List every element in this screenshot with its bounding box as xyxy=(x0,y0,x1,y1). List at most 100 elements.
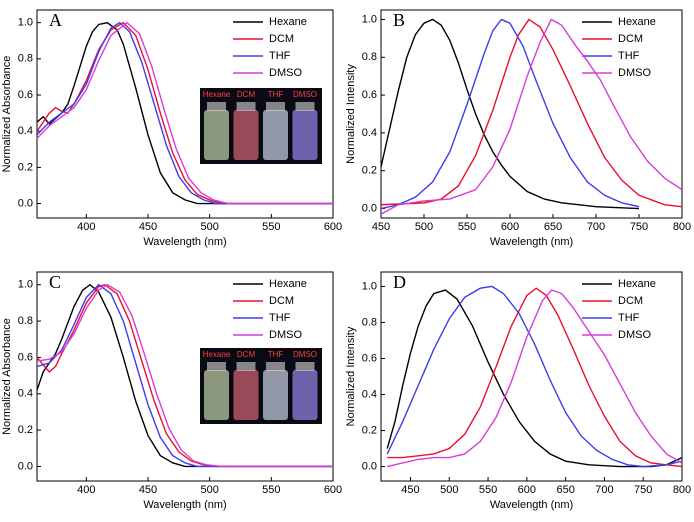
legend-label: DCM xyxy=(269,33,294,45)
x-tick-label: 500 xyxy=(415,221,433,233)
plot-frame xyxy=(36,9,334,219)
series-line xyxy=(37,283,333,468)
legend-label: DCM xyxy=(618,33,643,45)
series-line xyxy=(387,289,682,468)
x-tick-label: 800 xyxy=(673,221,691,233)
legend-label: Hexane xyxy=(618,278,656,290)
y-tick-label: 0.6 xyxy=(362,352,377,364)
series-line xyxy=(37,21,333,205)
x-tick-label: 550 xyxy=(262,484,280,496)
legend-label: Hexane xyxy=(618,16,656,28)
legend-label: DCM xyxy=(269,295,294,307)
y-tick-label: 0.8 xyxy=(18,53,33,65)
legend-label: DMSO xyxy=(269,329,302,341)
x-tick-label: 600 xyxy=(518,484,536,496)
panel-label: B xyxy=(393,10,405,30)
x-tick-label: 400 xyxy=(77,221,95,233)
plot-frame xyxy=(36,271,334,482)
vial-cap xyxy=(295,102,315,111)
x-tick-label: 500 xyxy=(440,484,458,496)
inset-label: THF xyxy=(268,350,284,359)
vial xyxy=(233,370,259,420)
vial xyxy=(263,110,288,160)
vial xyxy=(263,370,288,420)
x-tick-label: 700 xyxy=(587,221,605,233)
series-line xyxy=(37,283,333,468)
series-line xyxy=(386,289,682,468)
series-line xyxy=(37,21,333,205)
vial-cap xyxy=(266,362,285,371)
y-tick-label: 0.2 xyxy=(362,165,377,177)
legend-label: THF xyxy=(269,312,291,324)
inset-label: DMSO xyxy=(293,350,317,359)
y-tick-label: 0.0 xyxy=(362,202,377,214)
y-tick-label: 0.8 xyxy=(362,316,377,328)
series-line xyxy=(387,287,682,468)
vial-cap xyxy=(266,102,285,111)
vial xyxy=(292,370,318,420)
series-line xyxy=(37,283,333,468)
panel-label: A xyxy=(49,10,62,30)
inset-label: DMSO xyxy=(293,90,317,99)
inset-label: Hexane xyxy=(203,90,231,99)
x-tick-label: 600 xyxy=(324,484,342,496)
y-axis-label: Normalized Intensity xyxy=(345,326,357,426)
vial-cap xyxy=(295,362,315,371)
y-tick-label: 0.8 xyxy=(18,315,33,327)
panel-label: D xyxy=(393,272,406,292)
x-tick-label: 750 xyxy=(634,484,652,496)
x-tick-label: 800 xyxy=(673,484,691,496)
vial xyxy=(204,110,229,160)
series-line xyxy=(386,285,682,468)
y-tick-label: 0.2 xyxy=(18,424,33,436)
y-tick-label: 0.6 xyxy=(362,89,377,101)
y-tick-label: 0.6 xyxy=(18,351,33,363)
vial-cap xyxy=(207,362,226,371)
y-axis-label: Normalized Absorbance xyxy=(1,318,13,435)
vial xyxy=(233,110,259,160)
series-line xyxy=(381,18,682,208)
y-tick-label: 1.0 xyxy=(362,280,377,292)
legend-label: THF xyxy=(269,50,291,62)
x-tick-label: 600 xyxy=(324,221,342,233)
x-tick-label: 550 xyxy=(458,221,476,233)
inset-label: DCM xyxy=(237,350,256,359)
x-axis-label: Wavelength (nm) xyxy=(490,499,573,511)
x-tick-label: 700 xyxy=(595,484,613,496)
series-line xyxy=(37,21,333,205)
y-tick-label: 0.0 xyxy=(18,460,33,472)
y-tick-label: 1.0 xyxy=(18,17,33,29)
x-tick-label: 500 xyxy=(200,484,218,496)
series-line xyxy=(381,18,682,215)
plot-frame xyxy=(380,9,683,219)
inset-label: THF xyxy=(268,90,284,99)
legend-label: THF xyxy=(618,312,640,324)
x-tick-label: 450 xyxy=(372,221,390,233)
vial xyxy=(204,370,229,420)
x-tick-label: 550 xyxy=(479,484,497,496)
y-tick-label: 0.4 xyxy=(18,125,33,137)
legend-label: Hexane xyxy=(269,16,307,28)
legend-label: THF xyxy=(618,50,640,62)
inset-label: Hexane xyxy=(203,350,231,359)
x-axis-label: Wavelength (nm) xyxy=(490,236,573,248)
y-tick-label: 1.0 xyxy=(362,13,377,25)
legend-label: Hexane xyxy=(269,278,307,290)
series-line xyxy=(381,18,640,210)
vial xyxy=(292,110,318,160)
y-tick-label: 0.6 xyxy=(18,89,33,101)
x-tick-label: 500 xyxy=(200,221,218,233)
x-tick-label: 450 xyxy=(139,221,157,233)
y-tick-label: 0.4 xyxy=(18,388,33,400)
x-tick-label: 450 xyxy=(401,484,419,496)
legend-label: DMSO xyxy=(618,329,651,341)
y-axis-label: Normalized Absorbance xyxy=(1,56,13,173)
series-line xyxy=(381,18,640,210)
x-tick-label: 750 xyxy=(630,221,648,233)
vial-cap xyxy=(236,362,256,371)
plot-frame xyxy=(380,271,683,482)
y-tick-label: 1.0 xyxy=(18,279,33,291)
y-tick-label: 0.0 xyxy=(362,460,377,472)
legend-label: DCM xyxy=(618,295,643,307)
